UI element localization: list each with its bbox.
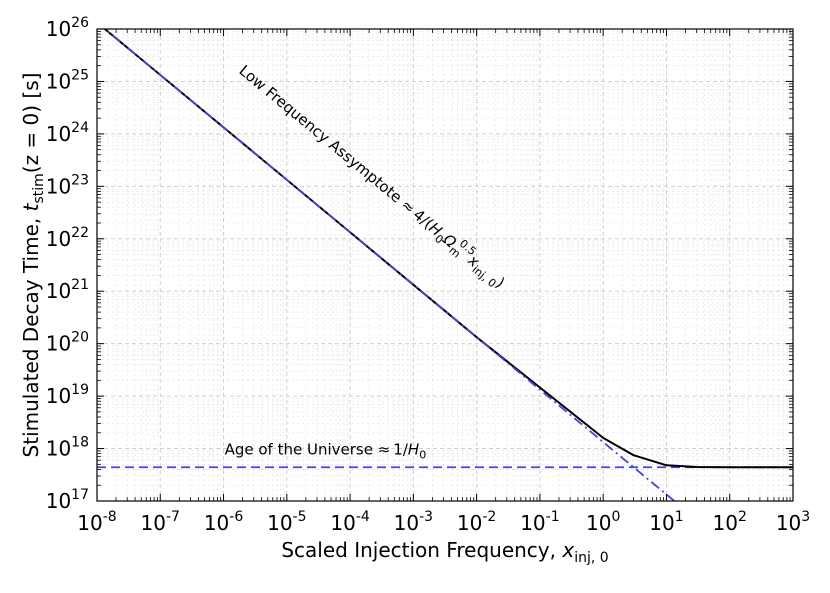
x-tick-label: 10-5: [267, 509, 306, 535]
x-tick-label: 10-6: [204, 509, 244, 535]
x-tick-label: 10-2: [457, 509, 496, 535]
series-dashdot-line: [103, 29, 676, 501]
x-tick-label: 10-1: [520, 509, 559, 535]
x-tick-label: 10-3: [394, 509, 433, 535]
y-tick-label: 1022: [46, 225, 89, 251]
x-tick-label: 103: [776, 509, 810, 535]
y-tick-label: 1017: [46, 487, 89, 513]
y-tick-label: 1019: [46, 382, 89, 408]
y-tick-label: 1020: [46, 330, 89, 356]
x-axis-label: Scaled Injection Frequency, xinj, 0: [281, 538, 608, 566]
x-tick-label: 10-8: [77, 509, 116, 535]
y-tick-label: 1018: [46, 435, 89, 461]
age-annotation: Age of the Universe ≈1/H0: [225, 441, 427, 462]
grid: [96, 29, 793, 502]
y-tick-label: 1025: [46, 67, 89, 93]
series-layer: [97, 29, 793, 501]
y-tick-label: 1026: [46, 15, 89, 41]
y-tick-label: 1021: [46, 277, 89, 303]
y-tick-label: 1024: [46, 120, 89, 146]
x-tick-label: 100: [586, 509, 620, 535]
x-tick-label: 101: [649, 509, 683, 535]
x-tick-label: 102: [713, 509, 747, 535]
x-tick-label: 10-4: [330, 509, 370, 535]
tick-labels: 10-8 10-7 10-6 10-5 10-4 10-3 10-2 10-1 100 101 10…: [46, 15, 810, 535]
plot-frame: [96, 28, 794, 502]
y-axis-label: Stimulated Decay Time, tstim(z = 0) [s]: [19, 73, 47, 458]
y-tick-label: 1023: [46, 172, 89, 198]
x-tick-label: 10-7: [141, 509, 180, 535]
